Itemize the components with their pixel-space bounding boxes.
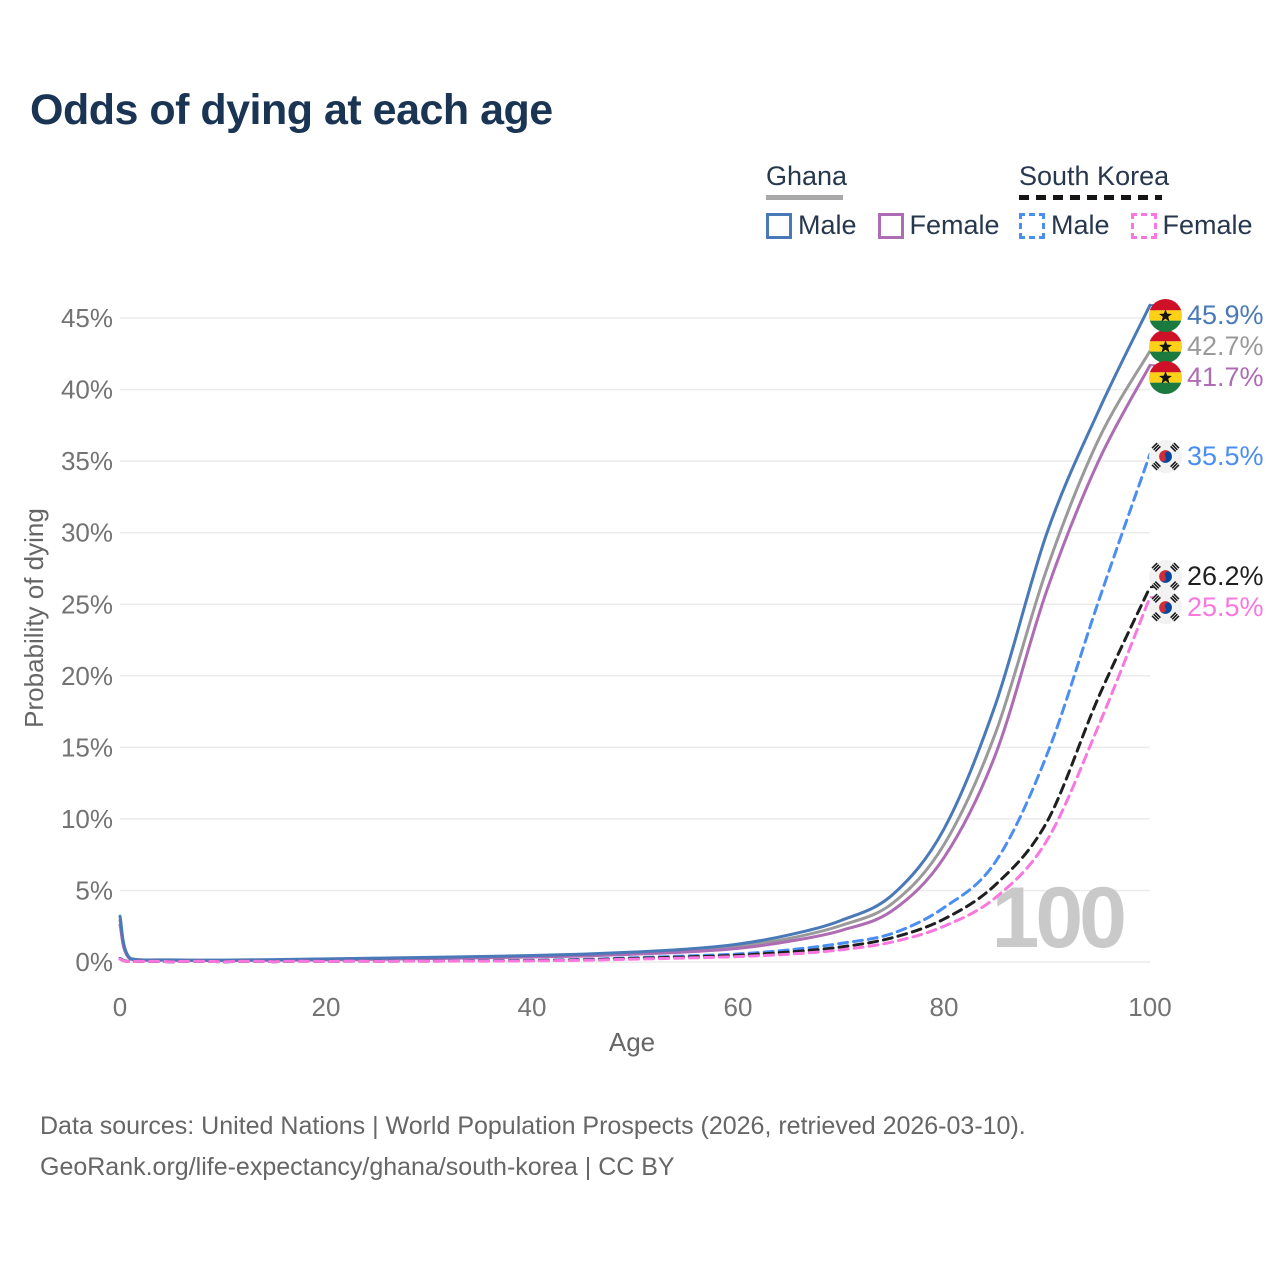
end-label-ghana_all: 42.7% bbox=[1149, 330, 1264, 363]
end-value-label: 25.5% bbox=[1187, 592, 1264, 622]
legend-south-korea-header[interactable]: South Korea bbox=[1019, 161, 1274, 200]
ghana-flag-icon bbox=[1149, 299, 1182, 332]
end-value-label: 35.5% bbox=[1187, 441, 1264, 471]
footer: Data sources: United Nations | World Pop… bbox=[40, 1106, 1026, 1188]
south-korea-flag-icon bbox=[1149, 560, 1182, 593]
end-label-ghana_male: 45.9% bbox=[1149, 299, 1264, 332]
x-tick-label: 100 bbox=[1128, 992, 1171, 1022]
ghana-flag-icon bbox=[1149, 330, 1182, 363]
end-label-korea_all: 26.2% bbox=[1149, 560, 1264, 593]
ghana-flag-icon bbox=[1149, 361, 1182, 394]
y-tick-label: 10% bbox=[61, 804, 113, 834]
ghana-line-key bbox=[766, 195, 843, 200]
series-line-ghana_male[interactable] bbox=[118, 303, 1152, 962]
legend-item-label: Male bbox=[1051, 210, 1110, 240]
legend-item-label: Male bbox=[798, 210, 857, 240]
x-tick-label: 20 bbox=[312, 992, 341, 1022]
series-line-korea_female[interactable] bbox=[118, 595, 1152, 964]
legend-ghana-header[interactable]: Ghana bbox=[766, 161, 1021, 200]
legend-group-south-korea: South Korea Male Female bbox=[1019, 161, 1274, 241]
page-title: Odds of dying at each age bbox=[30, 86, 553, 134]
south-korea-flag-icon bbox=[1149, 591, 1182, 624]
south-korea-line-key bbox=[1019, 195, 1162, 200]
attribution-line: GeoRank.org/life-expectancy/ghana/south-… bbox=[40, 1153, 675, 1181]
legend-item-ghana-female[interactable]: Female bbox=[877, 210, 1000, 241]
x-tick-label: 60 bbox=[724, 992, 753, 1022]
south-korea-female-swatch bbox=[1130, 212, 1157, 239]
y-tick-label: 5% bbox=[75, 875, 113, 905]
end-value-label: 26.2% bbox=[1187, 561, 1264, 591]
legend-item-south-korea-male[interactable]: Male bbox=[1019, 210, 1110, 241]
end-label-korea_male: 35.5% bbox=[1149, 440, 1264, 473]
y-axis-title: Probability of dying bbox=[19, 508, 49, 728]
y-tick-label: 15% bbox=[61, 732, 113, 762]
y-tick-label: 25% bbox=[61, 589, 113, 619]
y-tick-label: 30% bbox=[61, 518, 113, 548]
y-tick-label: 0% bbox=[75, 947, 113, 977]
end-value-label: 45.9% bbox=[1187, 300, 1264, 330]
y-tick-label: 40% bbox=[61, 375, 113, 405]
end-value-label: 41.7% bbox=[1187, 362, 1264, 392]
ghana-male-swatch bbox=[766, 212, 792, 239]
legend-group-ghana: Ghana Male Female bbox=[766, 161, 1021, 241]
legend-item-ghana-male[interactable]: Male bbox=[766, 210, 857, 241]
y-tick-label: 20% bbox=[61, 661, 113, 691]
x-tick-label: 40 bbox=[518, 992, 547, 1022]
legend-south-korea-label: South Korea bbox=[1019, 161, 1170, 191]
x-tick-label: 0 bbox=[113, 992, 127, 1022]
legend-item-label: Female bbox=[1162, 210, 1253, 240]
series-line-ghana_all[interactable] bbox=[118, 349, 1152, 962]
south-korea-flag-icon bbox=[1149, 440, 1182, 473]
end-value-label: 42.7% bbox=[1187, 331, 1264, 361]
legend-item-label: Female bbox=[909, 210, 1000, 240]
end-label-korea_female: 25.5% bbox=[1149, 591, 1264, 624]
legend-item-south-korea-female[interactable]: Female bbox=[1130, 210, 1253, 241]
x-tick-label: 80 bbox=[930, 992, 959, 1022]
legend-ghana-label: Ghana bbox=[766, 161, 848, 191]
age-watermark: 100 bbox=[992, 870, 1125, 966]
ghana-female-swatch bbox=[877, 212, 904, 239]
y-tick-label: 35% bbox=[61, 446, 113, 476]
south-korea-male-swatch bbox=[1019, 212, 1045, 239]
x-axis-title: Age bbox=[609, 1027, 655, 1057]
end-label-ghana_female: 41.7% bbox=[1149, 361, 1264, 394]
y-tick-label: 45% bbox=[61, 303, 113, 333]
data-sources-line: Data sources: United Nations | World Pop… bbox=[40, 1112, 1026, 1140]
